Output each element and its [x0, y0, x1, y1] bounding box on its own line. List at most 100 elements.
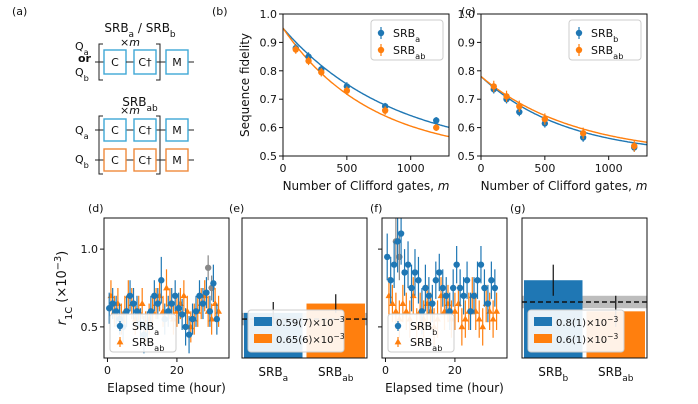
fit-line-SRBab: [480, 75, 648, 143]
data-point-SRBab: [409, 292, 417, 299]
gate-m-qb-label: M: [172, 154, 182, 167]
legend-swatch: [534, 334, 552, 343]
data-point-SRBb: [488, 277, 495, 284]
gate-c-qb-box: [103, 148, 127, 172]
axes-d-ytick-label: 0.5: [81, 321, 99, 334]
data-point-SRBb: [384, 253, 391, 261]
legend-swatch: [254, 317, 272, 326]
data-point-SRBb: [460, 292, 467, 299]
data-point-SRBb: [394, 238, 401, 245]
gate-cdag-qb-box: [133, 148, 157, 172]
data-point-SRBb: [387, 277, 394, 284]
axes-g-frame: [521, 217, 648, 359]
data-point-SRBa: [154, 300, 162, 307]
legend-marker-SRBb: [394, 322, 402, 330]
data-point-SRBab: [385, 292, 393, 299]
repeat-label-bottom: ×m: [120, 104, 140, 117]
axes-c-ytick-label: 0.9: [458, 36, 476, 49]
axes-c-ytick-label: 0.6: [458, 122, 476, 135]
gate-cdag-qb-label: C†: [138, 154, 152, 167]
data-point-SRBb: [477, 261, 485, 268]
legend-b: [370, 19, 444, 61]
data-point-SRBa: [199, 300, 207, 307]
circuit-title-top: SRBa / SRBb: [104, 21, 176, 40]
data-point-SRBab: [211, 299, 219, 306]
data-point-SRBab: [454, 299, 462, 306]
data-point-SRBa: [158, 277, 165, 284]
circuit-title-bottom: SRBab: [122, 95, 158, 114]
axes-c-frame: [480, 13, 648, 157]
data-point-SRBb: [436, 269, 443, 276]
qubit-label-qa-top: Qa: [75, 40, 89, 57]
data-point-SRBa: [147, 308, 155, 315]
legend-swatch: [254, 334, 272, 343]
data-point-SRBa: [126, 292, 134, 299]
data-point-SRBab: [479, 323, 487, 330]
data-point-SRBb: [446, 308, 453, 315]
data-point-SRBab: [180, 292, 188, 299]
data-point-SRBa: [133, 308, 141, 315]
data-point-SRBab: [516, 103, 523, 110]
data-point-SRBab: [490, 83, 497, 90]
panel-label-b: (b): [212, 5, 228, 18]
gate-cdag-top-label: C†: [138, 56, 152, 69]
data-point-SRBb: [467, 308, 474, 315]
panel-e: SRBa SRBab 0.59(7)×10−3 0.65(6)×10−3: [241, 217, 368, 384]
y-axis-label-d: r1C (×10−3): [53, 251, 75, 325]
data-point-SRBb: [491, 284, 499, 292]
data-point-SRBab: [343, 87, 351, 94]
data-point-SRBa: [189, 315, 196, 323]
legend-label-SRBab: SRBab: [591, 44, 623, 61]
data-point-SRBab: [433, 124, 440, 131]
axes-f-xtick-label: 20: [448, 364, 462, 377]
repeat-label-top: ×m: [120, 36, 140, 49]
panel-label-d: (d): [88, 202, 104, 215]
gate-m-qa-box: [165, 118, 189, 142]
panel-c: 0.5 0.6 0.7 0.8 0.9 1.0 0 500 1000 Number of Clif…: [458, 8, 648, 193]
legend-label-SRBb: SRBb: [591, 27, 618, 44]
data-point-SRBb: [418, 308, 426, 315]
category-label-SRBab: SRBab: [318, 365, 354, 384]
axes-d-ytick-label: 1.0: [81, 243, 99, 256]
legend-marker-SRBab: [575, 46, 583, 54]
panel-d: 0.5 1.0 0 20 Elapsed time (hour) r1C (×10−3) S…: [53, 217, 230, 395]
data-point-SRBab: [389, 299, 396, 306]
fit-line-SRBb: [480, 75, 648, 146]
data-point-SRBb: [397, 230, 405, 237]
data-point-SRBa: [109, 300, 116, 307]
data-point-SRBb: [456, 284, 464, 292]
legend-marker-SRBb: [575, 29, 583, 37]
data-point-SRBb: [470, 292, 478, 299]
gate-c-top-label: C: [111, 56, 119, 69]
panel-label-e: (e): [229, 202, 244, 215]
axes-c-ytick-label: 0.5: [458, 150, 476, 163]
category-label-SRBa: SRBa: [258, 365, 288, 384]
axes-b-frame: [282, 13, 450, 157]
panel-label-c: (c): [461, 5, 476, 18]
data-point-SRBb: [411, 269, 419, 276]
data-point-SRBb: [432, 277, 440, 284]
axes-c-ytick-label: 1.0: [458, 8, 476, 21]
legend-marker-SRBa: [116, 322, 124, 330]
data-point-SRBb: [481, 284, 488, 292]
data-point-SRBa: [171, 292, 179, 299]
axes-b-ytick-label: 1.0: [260, 8, 278, 21]
data-point-SRBab: [183, 307, 191, 314]
category-label-SRBab: SRBab: [598, 365, 634, 384]
axes-b-ytick-label: 0.7: [260, 93, 278, 106]
gate-cdag-qa-box: [133, 118, 157, 142]
circuit-or-label: or: [78, 52, 92, 65]
axes-d-xtick-label: 20: [170, 364, 184, 377]
data-point-SRBb: [516, 108, 523, 116]
data-point-SRBab: [215, 307, 222, 314]
gate-c-qb-label: C: [111, 154, 119, 167]
legend-swatch: [534, 317, 552, 326]
legend-label-SRBab: SRBab: [132, 336, 164, 353]
data-point-SRBa: [175, 305, 182, 312]
data-point-SRBa: [192, 308, 200, 315]
bracket-right-bottom: [156, 115, 161, 175]
axes-f-frame: [381, 217, 508, 359]
legend-label-SRBb: SRBb: [410, 320, 437, 337]
gate-m-qb-box: [165, 148, 189, 172]
